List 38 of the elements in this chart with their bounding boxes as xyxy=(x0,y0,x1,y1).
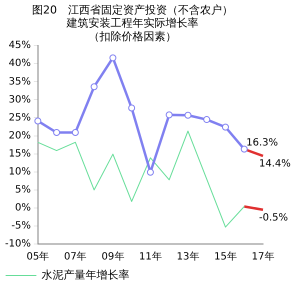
text: 建筑安装工程年实际增长率 xyxy=(66,16,198,30)
y-tick-label: 35% xyxy=(8,76,31,88)
x-tick-label: 15年 xyxy=(214,250,237,263)
y-tick-label: -5% xyxy=(11,220,31,232)
x-tick-label: 13年 xyxy=(176,250,200,263)
point xyxy=(166,111,173,118)
point xyxy=(203,116,210,124)
y-tick-label: 15% xyxy=(8,148,31,160)
text: （扣除价格因素） xyxy=(88,30,176,43)
point xyxy=(222,124,229,131)
x-tick-label: 11年 xyxy=(139,250,162,263)
point xyxy=(128,104,136,112)
data-label: 16.3% xyxy=(246,138,278,149)
y-tick-label: 30% xyxy=(8,94,31,106)
point xyxy=(34,117,42,124)
x-tick-label: 09年 xyxy=(102,250,124,263)
data-label: -0.5% xyxy=(259,212,288,224)
point xyxy=(146,168,154,176)
point xyxy=(53,129,60,136)
y-tick-label: 10% xyxy=(8,166,31,178)
x-tick-label: 07年 xyxy=(64,250,87,263)
x-tick-label: 17年 xyxy=(252,250,274,263)
y-tick-label: 45% xyxy=(8,40,31,52)
y-tick-label: 20% xyxy=(8,130,31,142)
point xyxy=(184,112,192,119)
text: 图20 江西省固定资产投资（不含农户） xyxy=(32,3,233,16)
y-tick-label: 25% xyxy=(8,112,31,124)
y-tick-label: -10% xyxy=(4,238,31,250)
y-tick-label: 5% xyxy=(14,184,31,196)
point xyxy=(240,146,248,153)
point xyxy=(90,83,98,90)
y-tick-label: 0% xyxy=(14,202,31,214)
point xyxy=(72,129,79,136)
point xyxy=(109,54,116,62)
x-tick-label: 05年 xyxy=(26,250,50,263)
data-label: 14.4% xyxy=(259,158,291,170)
legend-label: 水泥产量年增长率 xyxy=(42,268,130,282)
y-tick-label: 40% xyxy=(8,58,31,70)
